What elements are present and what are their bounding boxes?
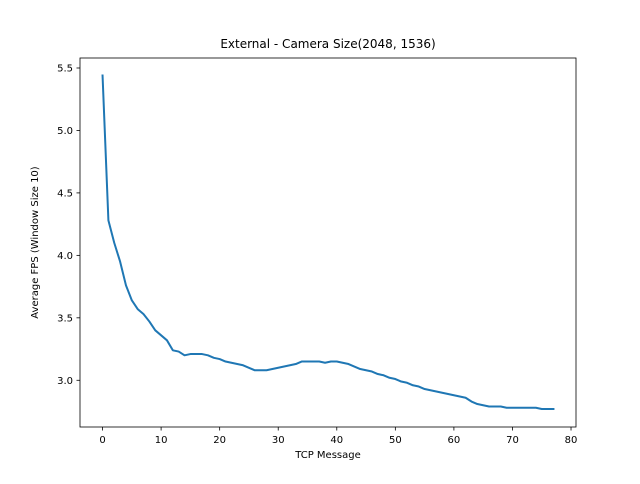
x-tick-label: 40 (330, 435, 343, 446)
x-tick-label: 60 (448, 435, 461, 446)
chart-title: External - Camera Size(2048, 1536) (220, 37, 435, 51)
x-tick-label: 30 (272, 435, 285, 446)
y-tick-label: 4.5 (57, 188, 73, 199)
y-tick-label: 4.0 (57, 251, 73, 262)
x-tick-label: 50 (389, 435, 402, 446)
x-tick-label: 20 (213, 435, 226, 446)
x-axis-label: TCP Message (294, 450, 361, 461)
y-axis-label: Average FPS (Window Size 10) (30, 166, 41, 318)
series-line (101, 74, 555, 411)
y-tick-label: 5.0 (57, 126, 73, 137)
y-tick-label: 3.5 (57, 313, 73, 324)
x-tick-label: 70 (506, 435, 519, 446)
y-tick-label: 5.5 (57, 63, 73, 74)
y-tick-label: 3.0 (57, 376, 73, 387)
x-tick-label: 10 (155, 435, 168, 446)
x-tick-label: 0 (99, 435, 105, 446)
ticks-layer: 0 10 20 30 40 50 60 70 80 3.0 3.5 4.0 4.5 5.0 5.5 (57, 63, 577, 446)
plot-frame (79, 57, 577, 428)
x-tick-label: 80 (565, 435, 578, 446)
